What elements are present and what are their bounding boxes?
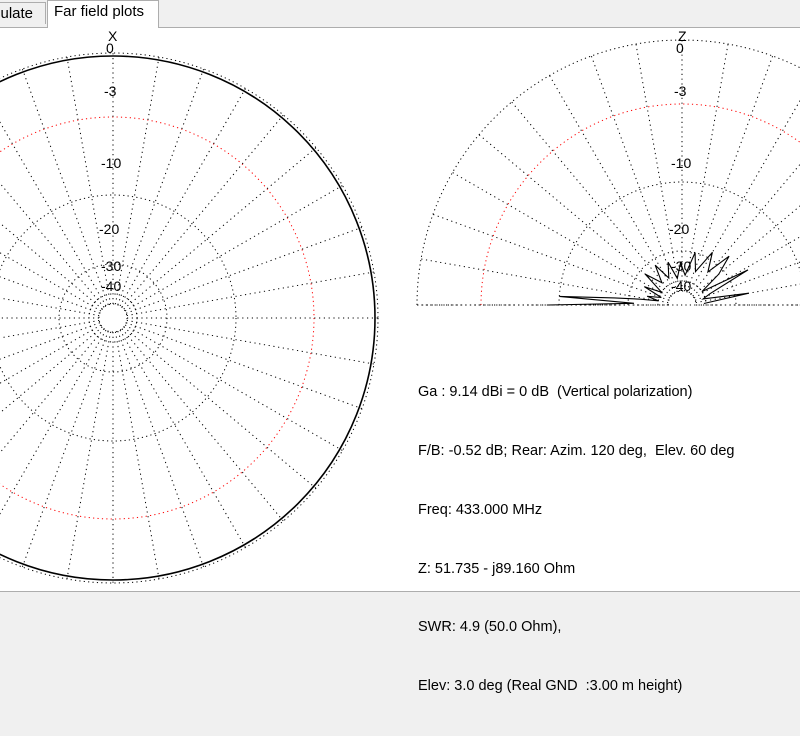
horizontal-axis-label: X [108,28,118,44]
grid-spoke [66,56,112,305]
grid-spoke [511,101,674,295]
grid-spoke [126,319,375,365]
vertical-ring-label-10: -10 [671,155,691,171]
horizontal-ring-label-20: -20 [99,221,119,237]
grid-spoke [121,328,284,522]
grid-spoke [126,271,375,317]
grid-ring [558,181,800,306]
far-field-panel: X 0 -3 -10 -20 -30 -40 Z 0 -3 -10 -20 -3… [0,27,800,694]
grid-spoke [21,330,109,568]
tab-bar: culate Far field plots [0,0,800,28]
vertical-ring-label-20: -20 [669,221,689,237]
grid-spoke [692,205,800,297]
vertical-ring-label-3: -3 [674,83,687,99]
vertical-ring-label-40: -40 [671,278,691,294]
grid-spoke [0,222,103,310]
frequency-readout: Freq: 433.000 MHz [418,501,543,518]
grid-spoke [590,55,678,293]
vertical-axis-label: Z [678,28,687,44]
grid-spoke [125,226,363,314]
grid-spoke [0,319,100,339]
grid-ring [480,103,800,306]
vertical-ring-label-30: -30 [671,258,691,274]
front-back-readout: F/B: -0.52 dB; Rear: Azim. 120 deg, Elev… [418,442,735,459]
grid-spoke [21,68,109,306]
grid-ring [0,116,315,520]
grid-spoke [114,331,160,580]
grid-spoke [66,331,112,580]
grid-spoke [117,330,205,568]
grid-spoke [123,147,317,310]
swr-readout: SWR: 4.9 (50.0 Ohm), [418,619,562,636]
grid-spoke [686,55,774,293]
pattern-info-readout: Ga : 9.14 dBi = 0 dB (Vertical polarizat… [418,344,735,736]
grid-ring [657,280,707,306]
grid-ring [667,290,697,306]
horizontal-pattern-plot: X 0 -3 -10 -20 -30 -40 [0,28,379,584]
grid-spoke [452,172,671,299]
tab-calculate[interactable]: culate [0,2,46,24]
grid-spoke [0,322,101,360]
grid-ring [0,194,237,442]
grid-ring [416,39,800,306]
gain-readout: Ga : 9.14 dBi = 0 dB (Vertical polarizat… [418,384,693,401]
grid-spoke [549,75,676,294]
grid-spoke [0,326,103,414]
far-field-plots-canvas: X 0 -3 -10 -20 -30 -40 Z 0 -3 -10 -20 -3… [0,28,800,584]
vertical-plot-grid [416,39,800,306]
grid-spoke [124,324,343,451]
grid-ring [58,263,168,373]
grid-spoke [0,328,105,454]
grid-spoke [0,276,101,314]
grid-spoke [0,182,105,308]
grid-spoke [0,329,107,515]
tab-far-field-plots[interactable]: Far field plots [47,0,159,28]
horizontal-plot-grid [0,52,379,584]
grid-spoke [478,134,672,297]
impedance-readout: Z: 51.735 - j89.160 Ohm [418,560,576,577]
grid-spoke [121,114,284,308]
grid-spoke [420,258,669,304]
horizontal-ring-label-0: 0 [106,40,114,56]
vertical-pattern-plot: Z 0 -3 -10 -20 -30 -40 [416,28,800,306]
grid-spoke [0,297,100,317]
grid-spoke [0,121,107,307]
grid-spoke [119,329,246,548]
grid-spoke [124,185,343,312]
horizontal-ring-label-40: -40 [101,278,121,294]
grid-spoke [0,252,102,312]
grid-spoke [0,324,102,384]
grid-ring [627,250,737,306]
status-strip [0,592,800,600]
grid-spoke [125,322,363,410]
grid-spoke [117,68,205,306]
grid-spoke [693,236,800,299]
grid-spoke [690,163,800,295]
vertical-ring-label-0: 0 [676,40,684,56]
grid-spoke [123,326,317,489]
horizontal-ring-label-30: -30 [101,258,121,274]
grid-spoke [432,213,670,301]
grid-spoke [683,43,729,292]
grid-ring [88,293,138,343]
elevation-readout: Elev: 3.0 deg (Real GND :3.00 m height) [418,678,683,695]
vertical-pattern-trace [547,251,749,306]
grid-ring [98,303,128,333]
grid-ring [0,52,379,584]
grid-spoke [114,56,160,305]
grid-spoke [688,99,800,294]
grid-spoke [635,43,681,292]
grid-spoke [119,88,246,307]
horizontal-ring-label-3: -3 [104,83,117,99]
horizontal-pattern-trace [0,55,376,581]
horizontal-ring-label-10: -10 [101,155,121,171]
